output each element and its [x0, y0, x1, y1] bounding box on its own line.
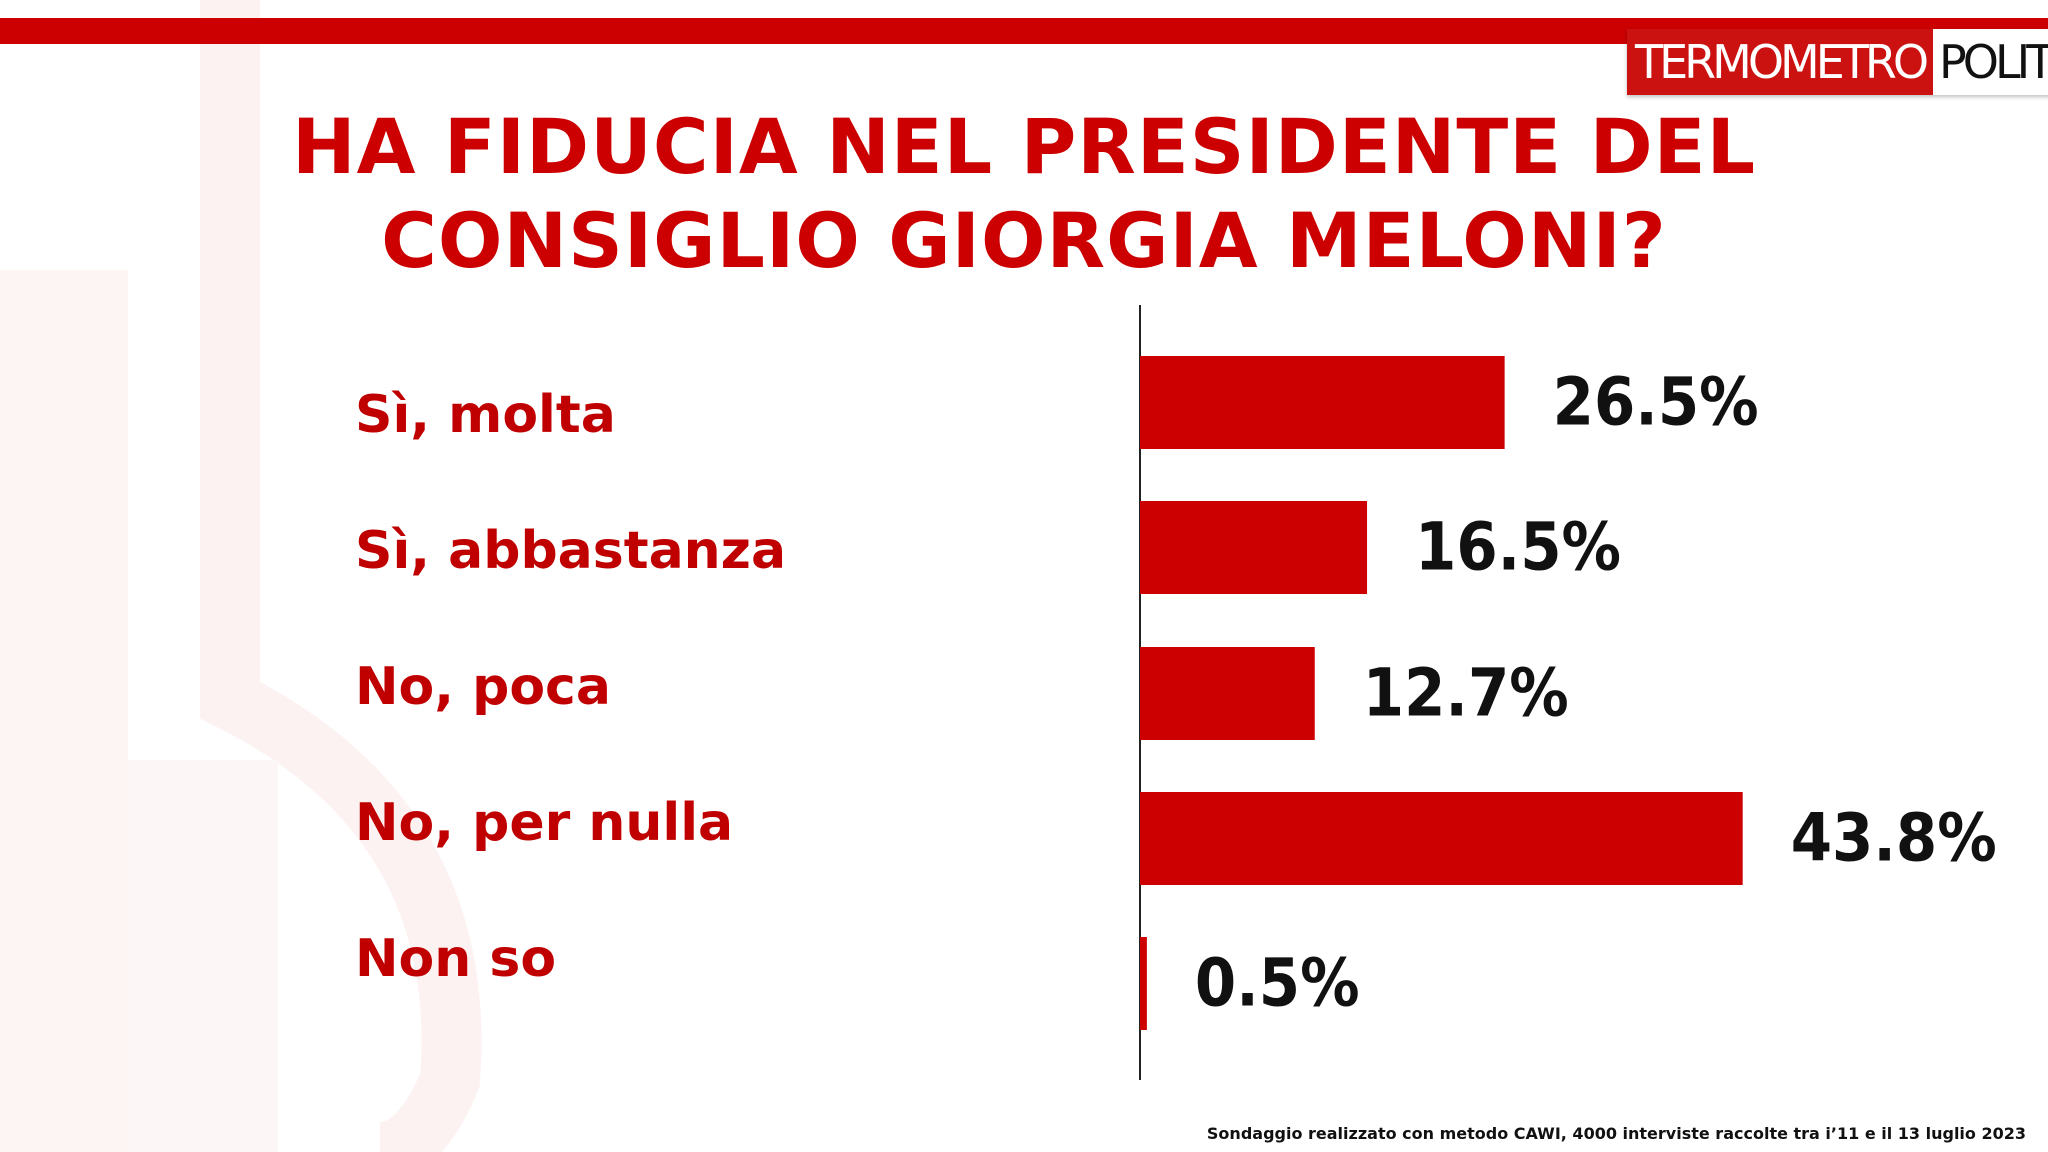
category-label: Sì, molta [355, 385, 616, 445]
category-label: No, poca [355, 657, 611, 717]
bar [1140, 647, 1315, 740]
logo-part-red: TERMOMETRO [1627, 29, 1934, 95]
bar [1140, 356, 1505, 449]
bar [1140, 792, 1743, 885]
category-label: Non so [355, 929, 557, 989]
chart-title: HA FIDUCIA NEL PRESIDENTE DEL CONSIGLIO … [0, 100, 2048, 288]
value-label: 43.8% [1791, 800, 1997, 877]
title-line-2: CONSIGLIO GIORGIA MELONI? [381, 196, 1667, 285]
bar [1140, 501, 1368, 594]
title-line-1: HA FIDUCIA NEL PRESIDENTE DEL [291, 102, 1757, 191]
brand-logo: TERMOMETRO POLITICO [1627, 29, 2048, 95]
logo-part-white: POLITICO [1933, 29, 2048, 95]
category-label: No, per nulla [355, 793, 734, 853]
category-label: Sì, abbastanza [355, 521, 787, 581]
value-label: 26.5% [1553, 364, 1759, 441]
survey-footnote: Sondaggio realizzato con metodo CAWI, 40… [1206, 1124, 2026, 1143]
value-label: 12.7% [1363, 655, 1569, 732]
bar [1140, 937, 1147, 1030]
value-label: 0.5% [1195, 945, 1360, 1022]
value-label: 16.5% [1415, 509, 1621, 586]
